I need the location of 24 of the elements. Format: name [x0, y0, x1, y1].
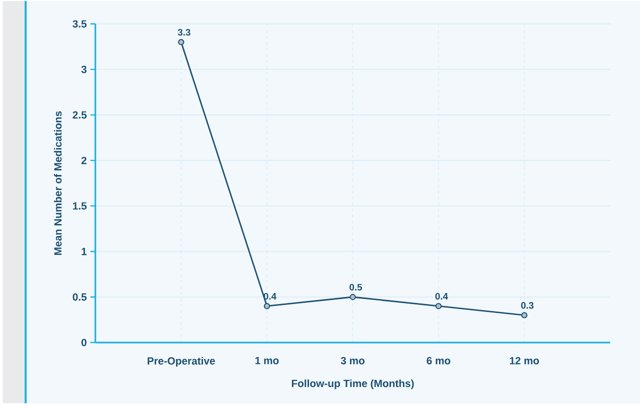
data-label: 0.5: [350, 284, 362, 290]
y-tick-label: 1.5: [73, 202, 87, 210]
point: [264, 302, 270, 310]
data-label: 3.3: [178, 28, 190, 36]
data-label: 0.3: [521, 302, 534, 309]
y-tick-label: 2.5: [72, 111, 87, 118]
y-tick-label: 3: [81, 66, 86, 73]
x-tick-label: 6 mo: [426, 356, 450, 364]
x-tick-label: Pre-Operative: [148, 356, 215, 367]
x-axis-title: Follow-up Time (Months): [292, 379, 414, 390]
y-tick-label: 3.5: [72, 20, 87, 28]
y-tick-label: 1: [82, 248, 87, 255]
data-label: 0.4: [435, 292, 448, 300]
y-tick-label: 0: [81, 338, 86, 346]
x-tick-label: 1 mo: [255, 356, 279, 364]
point: [178, 38, 184, 46]
point: [350, 294, 356, 300]
x-tick-label: 3 mo: [340, 356, 364, 364]
point: [435, 302, 442, 310]
x-tick-label: 12 mo: [510, 356, 539, 364]
y-tick-label: 2: [81, 156, 86, 164]
y-axis-title: Mean Number of Medications: [54, 111, 62, 255]
y-tick-label: 0.5: [72, 293, 87, 301]
point: [521, 312, 528, 318]
